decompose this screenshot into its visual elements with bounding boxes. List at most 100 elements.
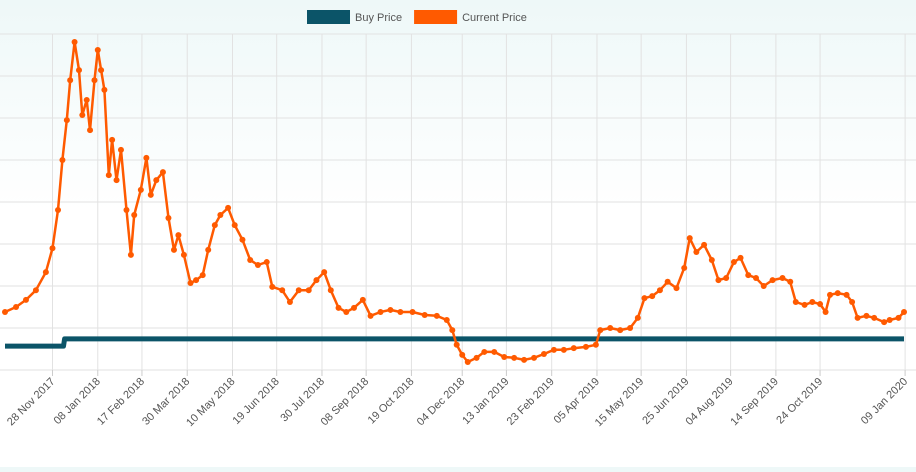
data-point (769, 277, 776, 284)
data-point (387, 306, 394, 313)
x-tick-label: 23 Feb 2019 (505, 376, 557, 428)
data-point (491, 348, 498, 355)
data-point (886, 317, 893, 324)
data-point (895, 314, 902, 321)
data-point (22, 296, 29, 303)
data-point (87, 127, 94, 134)
data-point (193, 277, 200, 284)
data-point (433, 312, 440, 319)
data-point (397, 309, 404, 316)
data-point (627, 325, 634, 331)
x-tick-label: 17 Feb 2018 (95, 376, 147, 428)
data-point (521, 356, 528, 363)
data-point (109, 136, 116, 143)
data-point (13, 304, 20, 310)
data-point (809, 298, 816, 305)
data-point (313, 277, 320, 284)
data-point (187, 280, 194, 287)
data-point (377, 309, 384, 316)
data-point (656, 287, 663, 294)
data-point (693, 248, 700, 255)
data-point (231, 222, 238, 229)
data-point (42, 269, 49, 276)
legend-label: Buy Price (355, 12, 402, 24)
data-point (217, 212, 224, 219)
data-point (673, 285, 680, 292)
data-point (871, 314, 878, 321)
data-point (367, 312, 374, 319)
data-point (123, 206, 130, 213)
data-point (225, 204, 232, 211)
data-point (560, 346, 567, 353)
data-point (701, 241, 708, 248)
data-point (159, 169, 166, 176)
data-point (501, 353, 508, 360)
data-point (113, 177, 120, 184)
data-point (180, 251, 187, 258)
x-tick-label: 30 Jul 2018 (278, 376, 327, 425)
data-point (881, 319, 888, 326)
data-point (834, 290, 841, 297)
data-point (664, 278, 671, 285)
data-point (459, 351, 466, 358)
data-point (153, 177, 160, 184)
data-point (127, 251, 134, 258)
data-point (165, 214, 172, 221)
data-point (2, 309, 8, 316)
data-point (205, 246, 212, 253)
data-point (686, 235, 693, 242)
data-point (634, 314, 641, 321)
x-tick-label: 19 Oct 2018 (366, 376, 417, 427)
legend-item: Buy Price (307, 10, 402, 24)
data-point (83, 96, 90, 103)
data-point (211, 222, 218, 229)
data-point (681, 264, 688, 271)
data-point (71, 38, 78, 45)
data-point (801, 301, 808, 308)
data-point (343, 309, 350, 316)
x-tick-label: 10 May 2018 (184, 376, 237, 429)
data-point (745, 272, 752, 279)
data-point (822, 309, 829, 316)
data-point (105, 172, 112, 179)
data-point (94, 46, 101, 53)
data-point (59, 157, 66, 163)
data-point (55, 206, 62, 213)
x-tick-label: 14 Sep 2019 (728, 376, 781, 429)
data-point (247, 256, 254, 263)
data-point (570, 345, 577, 352)
legend-swatch (414, 10, 458, 24)
data-point (199, 272, 206, 279)
data-point (737, 254, 744, 261)
data-point (464, 359, 471, 366)
data-point (131, 212, 138, 219)
data-point (327, 287, 334, 294)
data-point (901, 309, 907, 316)
data-point (449, 327, 456, 334)
data-point (827, 291, 834, 298)
data-point (32, 287, 39, 294)
data-point (359, 296, 366, 303)
data-point (63, 117, 70, 124)
x-tick-label: 19 Jun 2018 (230, 376, 281, 427)
data-point (540, 351, 547, 358)
x-tick-label: 24 Oct 2019 (774, 376, 825, 427)
data-point (723, 275, 730, 282)
data-point (597, 327, 604, 334)
data-point (286, 298, 293, 305)
data-point (137, 186, 144, 193)
data-point (511, 354, 518, 361)
x-tick-label: 08 Sep 2018 (319, 376, 372, 429)
data-point (239, 236, 246, 243)
data-point (321, 269, 328, 276)
data-point (708, 256, 715, 263)
data-point (817, 301, 824, 308)
data-point (335, 304, 342, 311)
data-point (753, 275, 760, 282)
data-point (170, 246, 177, 253)
data-point (147, 191, 154, 198)
data-point (350, 304, 357, 311)
data-point (592, 341, 599, 348)
data-point (849, 298, 856, 305)
